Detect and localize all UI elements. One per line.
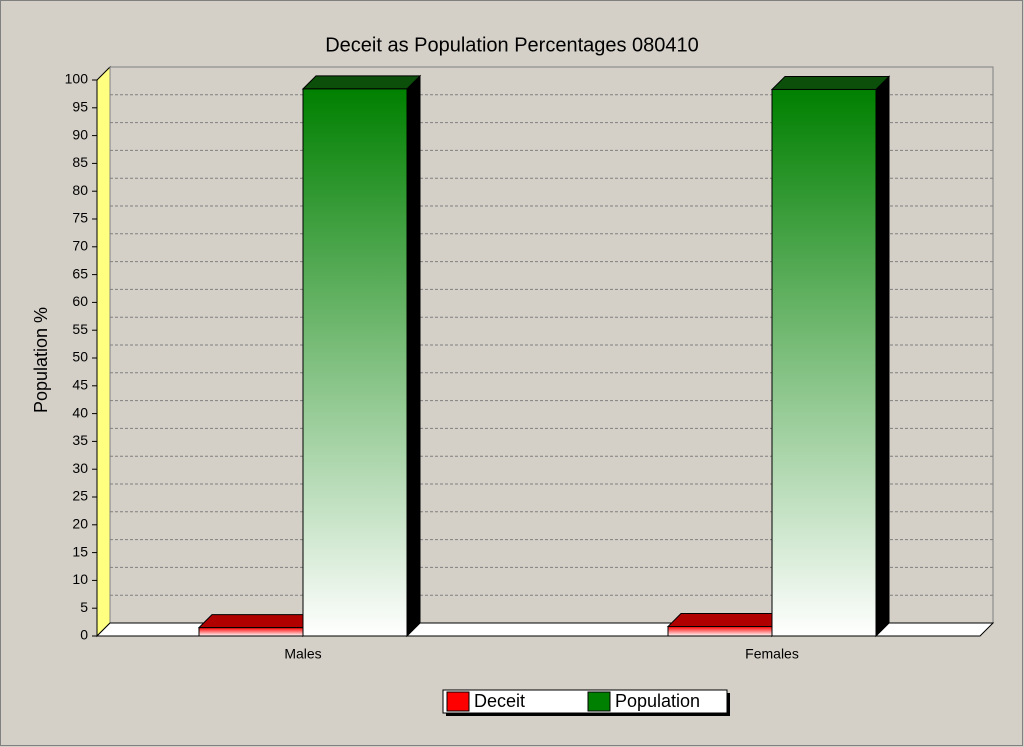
y-axis-label: Population % (31, 307, 51, 413)
y-tick-label: 45 (72, 377, 88, 393)
y-tick-label: 65 (72, 265, 88, 281)
left-wall (96, 65, 111, 638)
legend: Deceit Population (442, 689, 730, 716)
y-tick-label: 20 (72, 516, 88, 532)
y-tick-label: 30 (72, 460, 88, 476)
y-tick-label: 40 (72, 404, 88, 420)
y-tick-label: 35 (72, 432, 88, 448)
legend-label: Population (615, 691, 700, 711)
legend-swatch (446, 691, 470, 712)
bar-top (197, 614, 318, 629)
bar-side (406, 74, 421, 638)
y-tick-label: 10 (72, 571, 88, 587)
bar (302, 88, 408, 637)
legend-box (442, 689, 728, 714)
x-tick-label: Males (284, 646, 321, 662)
y-tick-label: 60 (72, 293, 88, 309)
y-tick-label: 25 (72, 488, 88, 504)
y-tick-label: 50 (72, 349, 88, 365)
bar (198, 627, 304, 637)
bar-side (875, 75, 890, 638)
y-tick-label: 0 (80, 627, 88, 643)
x-tick-label: Females (745, 646, 799, 662)
bar-top (770, 75, 891, 90)
legend-label: Deceit (474, 691, 525, 711)
y-tick-label: 100 (65, 71, 89, 87)
y-tick-label: 80 (72, 182, 88, 198)
y-tick-label: 90 (72, 126, 88, 142)
bar (771, 88, 877, 637)
y-tick-label: 15 (72, 543, 88, 559)
bar (667, 626, 773, 637)
y-tick-label: 70 (72, 238, 88, 254)
chart-title: Deceit as Population Percentages 080410 (325, 34, 699, 56)
bar-top (301, 75, 422, 90)
y-tick-label: 85 (72, 154, 88, 170)
legend-swatch (587, 691, 611, 712)
bar-top (666, 613, 787, 628)
y-tick-label: 55 (72, 321, 88, 337)
y-tick-label: 75 (72, 210, 88, 226)
y-tick-label: 95 (72, 99, 88, 115)
y-tick-label: 5 (80, 599, 88, 615)
